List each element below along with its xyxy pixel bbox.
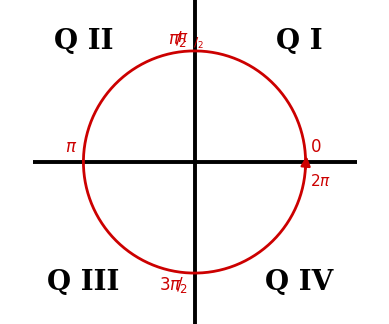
- Text: $\pi$: $\pi$: [177, 30, 188, 45]
- Text: Q I: Q I: [276, 28, 323, 55]
- Text: $\pi$: $\pi$: [65, 138, 77, 156]
- Text: Q IV: Q IV: [265, 269, 333, 296]
- Text: $2\pi$: $2\pi$: [310, 173, 331, 189]
- Text: Q II: Q II: [54, 28, 113, 55]
- Text: $0$: $0$: [310, 138, 322, 156]
- Text: $3\pi\!/\!_2$: $3\pi\!/\!_2$: [159, 275, 188, 295]
- Text: $/_{2}$: $/_{2}$: [193, 36, 204, 51]
- Text: Q III: Q III: [47, 269, 119, 296]
- Text: $\pi\!/\!_2$: $\pi\!/\!_2$: [168, 29, 187, 49]
